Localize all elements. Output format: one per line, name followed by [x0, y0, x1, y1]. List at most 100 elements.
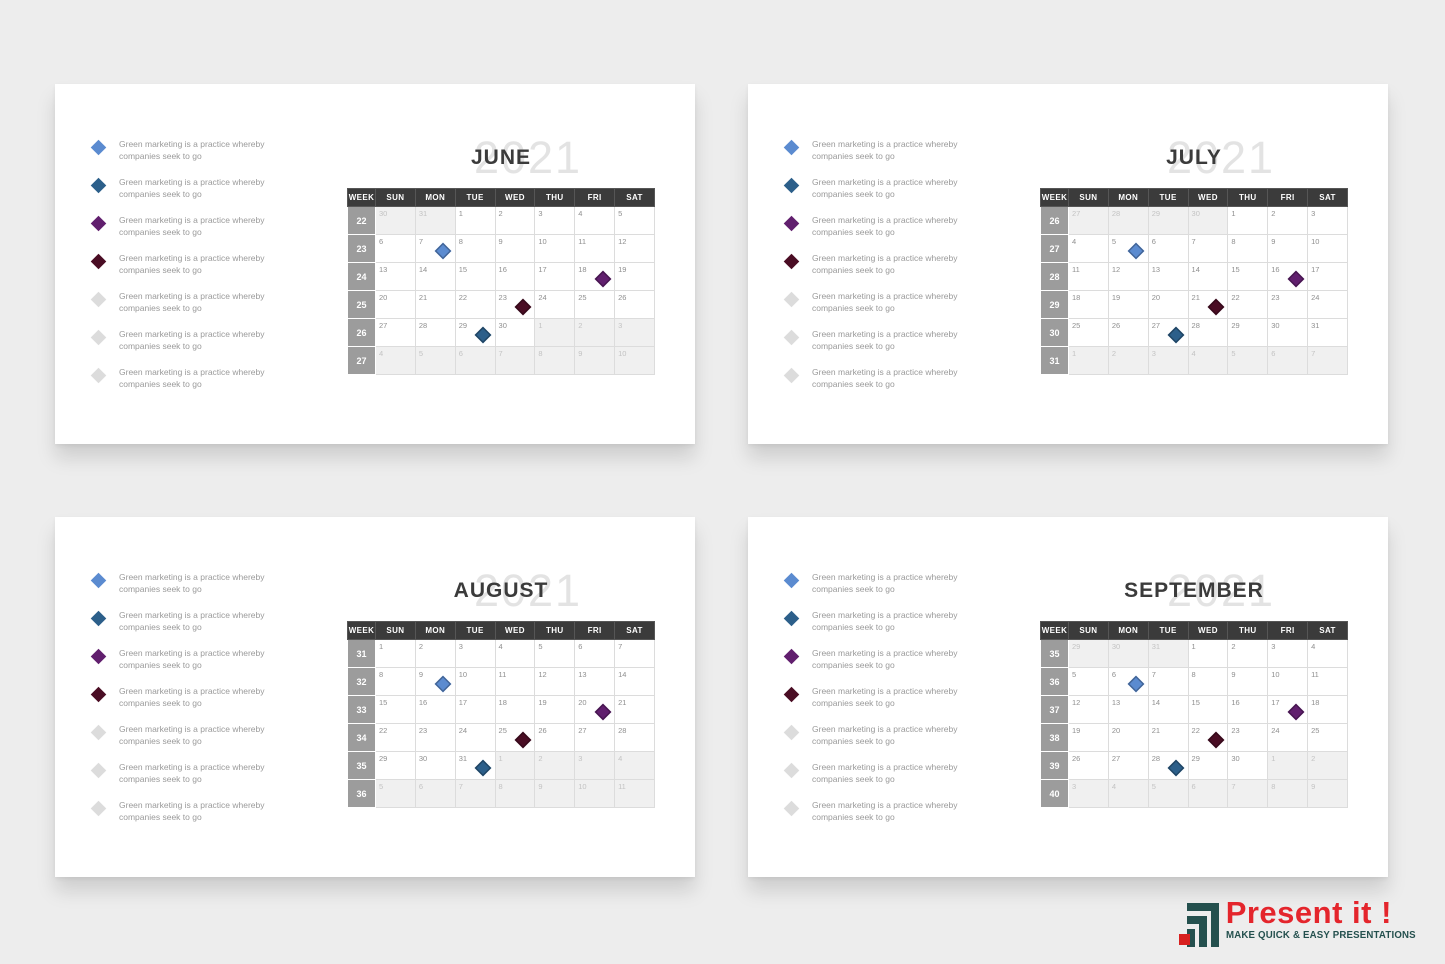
date-number: 27 [1151, 321, 1161, 330]
week-row: 28 11 12 13 14 15 16 17 [1040, 262, 1348, 291]
day-cell: 30 [494, 318, 536, 347]
legend-item: Green marketing is a practice whereby co… [783, 252, 994, 276]
legend-diamond-icon [783, 367, 800, 384]
legend-diamond-icon [783, 686, 800, 703]
day-cell: 31 [1307, 318, 1348, 347]
date-number: 3 [578, 754, 583, 763]
date-number: 26 [618, 293, 627, 302]
day-header-sat: SAT [614, 188, 655, 207]
month-title: JUNE [470, 146, 532, 169]
legend-item: Green marketing is a practice whereby co… [90, 176, 301, 200]
legend-item-text: Green marketing is a practice whereby co… [119, 572, 265, 594]
year-watermark: 2021 [1166, 565, 1276, 616]
calendar-header-row: WEEK SUN MON TUE WED THU FRI SAT [1040, 621, 1348, 640]
event-diamond-purple [594, 703, 612, 721]
date-number: 10 [1271, 670, 1280, 679]
date-number: 12 [1111, 265, 1121, 274]
date-number: 11 [618, 782, 626, 791]
date-number: 25 [1072, 321, 1081, 330]
date-number: 19 [538, 698, 547, 707]
day-cell: 15 [454, 262, 496, 291]
date-number: 20 [379, 293, 388, 302]
calendar-table: WEEK SUN MON TUE WED THU FRI SAT 26 27 28 29 30 1 2 3 2… [1040, 188, 1348, 375]
date-number: 30 [1191, 209, 1200, 218]
week-row: 26 27 28 29 30 1 2 3 [347, 318, 655, 347]
date-number: 30 [379, 209, 388, 218]
date-number: 13 [379, 265, 388, 274]
calendar-body: 31 1 2 3 4 5 6 7 32 8 9 10 11 12 13 14 33 15 16 17 18 19 20 21 3… [347, 639, 655, 808]
month-title: AUGUST [453, 579, 549, 602]
day-cell: 7 [414, 234, 456, 263]
date-number: 7 [1151, 670, 1156, 679]
date-number: 31 [1151, 642, 1161, 651]
legend-item: Green marketing is a practice whereby co… [90, 214, 301, 238]
legend-item-text: Green marketing is a practice whereby co… [812, 253, 958, 275]
legend-diamond-icon [90, 329, 107, 346]
legend-diamond-icon [90, 253, 107, 270]
day-cell: 14 [1187, 262, 1229, 291]
legend-item-text: Green marketing is a practice whereby co… [119, 367, 265, 389]
day-cell: 20 [1107, 723, 1149, 752]
date-number: 9 [1271, 237, 1276, 246]
presentit-logo: Present it ! MAKE QUICK & EASY PRESENTAT… [1178, 897, 1432, 952]
slide-july: Green marketing is a practice whereby co… [748, 84, 1388, 444]
day-cell: 17 [454, 695, 496, 724]
day-cell: 1 [1227, 206, 1269, 235]
date-number: 10 [578, 782, 587, 791]
day-cell: 9 [1307, 779, 1348, 808]
date-number: 4 [618, 754, 623, 763]
day-header-tue: TUE [454, 188, 496, 207]
date-number: 11 [1072, 265, 1080, 274]
legend-item-text: Green marketing is a practice whereby co… [812, 572, 958, 594]
event-diamond-steel [474, 326, 492, 344]
date-number: 10 [458, 670, 468, 679]
week-number: 29 [1040, 290, 1069, 319]
day-cell: 12 [614, 234, 655, 263]
day-cell: 1 [1187, 639, 1229, 668]
week-number: 24 [347, 262, 376, 291]
day-cell: 3 [1307, 206, 1348, 235]
calendar-title: 2021 JULY [1040, 122, 1348, 180]
day-cell: 15 [375, 695, 416, 724]
day-cell: 4 [1107, 779, 1149, 808]
day-cell: 28 [1147, 751, 1189, 780]
day-cell: 3 [534, 206, 576, 235]
event-diamond-steel [1167, 326, 1185, 344]
day-cell: 17 [1307, 262, 1348, 291]
legend-diamond-icon [783, 329, 800, 346]
day-cell: 25 [1068, 318, 1109, 347]
week-number: 27 [347, 346, 376, 375]
legend-item: Green marketing is a practice whereby co… [783, 366, 994, 390]
date-number: 15 [379, 698, 388, 707]
day-header-fri: FRI [574, 188, 616, 207]
date-number: 10 [618, 349, 627, 358]
day-header-sun: SUN [375, 621, 416, 640]
legend-item: Green marketing is a practice whereby co… [783, 571, 994, 595]
day-cell: 27 [574, 723, 616, 752]
date-number: 26 [1072, 754, 1081, 763]
legend-item: Green marketing is a practice whereby co… [783, 723, 994, 747]
week-number: 26 [1040, 206, 1069, 235]
week-row: 31 1 2 3 4 5 6 7 [1040, 346, 1348, 375]
day-header-wed: WED [1187, 621, 1229, 640]
date-number: 7 [1191, 237, 1196, 246]
date-number: 22 [379, 726, 388, 735]
date-number: 26 [1111, 321, 1121, 330]
week-number: 31 [1040, 346, 1069, 375]
date-number: 24 [1311, 293, 1320, 302]
day-header-tue: TUE [1147, 188, 1189, 207]
legend-item-text: Green marketing is a practice whereby co… [812, 177, 958, 199]
day-cell: 18 [1307, 695, 1348, 724]
week-row: 33 15 16 17 18 19 20 21 [347, 695, 655, 724]
legend-item-text: Green marketing is a practice whereby co… [812, 139, 958, 161]
date-number: 2 [1231, 642, 1236, 651]
legend-diamond-icon [783, 139, 800, 156]
week-column-header: WEEK [347, 188, 376, 207]
date-number: 1 [1231, 209, 1236, 218]
date-number: 20 [1151, 293, 1161, 302]
date-number: 23 [1271, 293, 1280, 302]
date-number: 18 [1311, 698, 1320, 707]
day-cell: 30 [414, 751, 456, 780]
legend-item: Green marketing is a practice whereby co… [90, 647, 301, 671]
day-cell: 11 [574, 234, 616, 263]
